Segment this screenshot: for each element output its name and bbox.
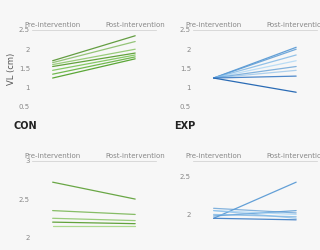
Y-axis label: VL (cm): VL (cm): [7, 52, 16, 84]
Text: EXP: EXP: [174, 121, 196, 131]
Text: CON: CON: [13, 121, 37, 131]
